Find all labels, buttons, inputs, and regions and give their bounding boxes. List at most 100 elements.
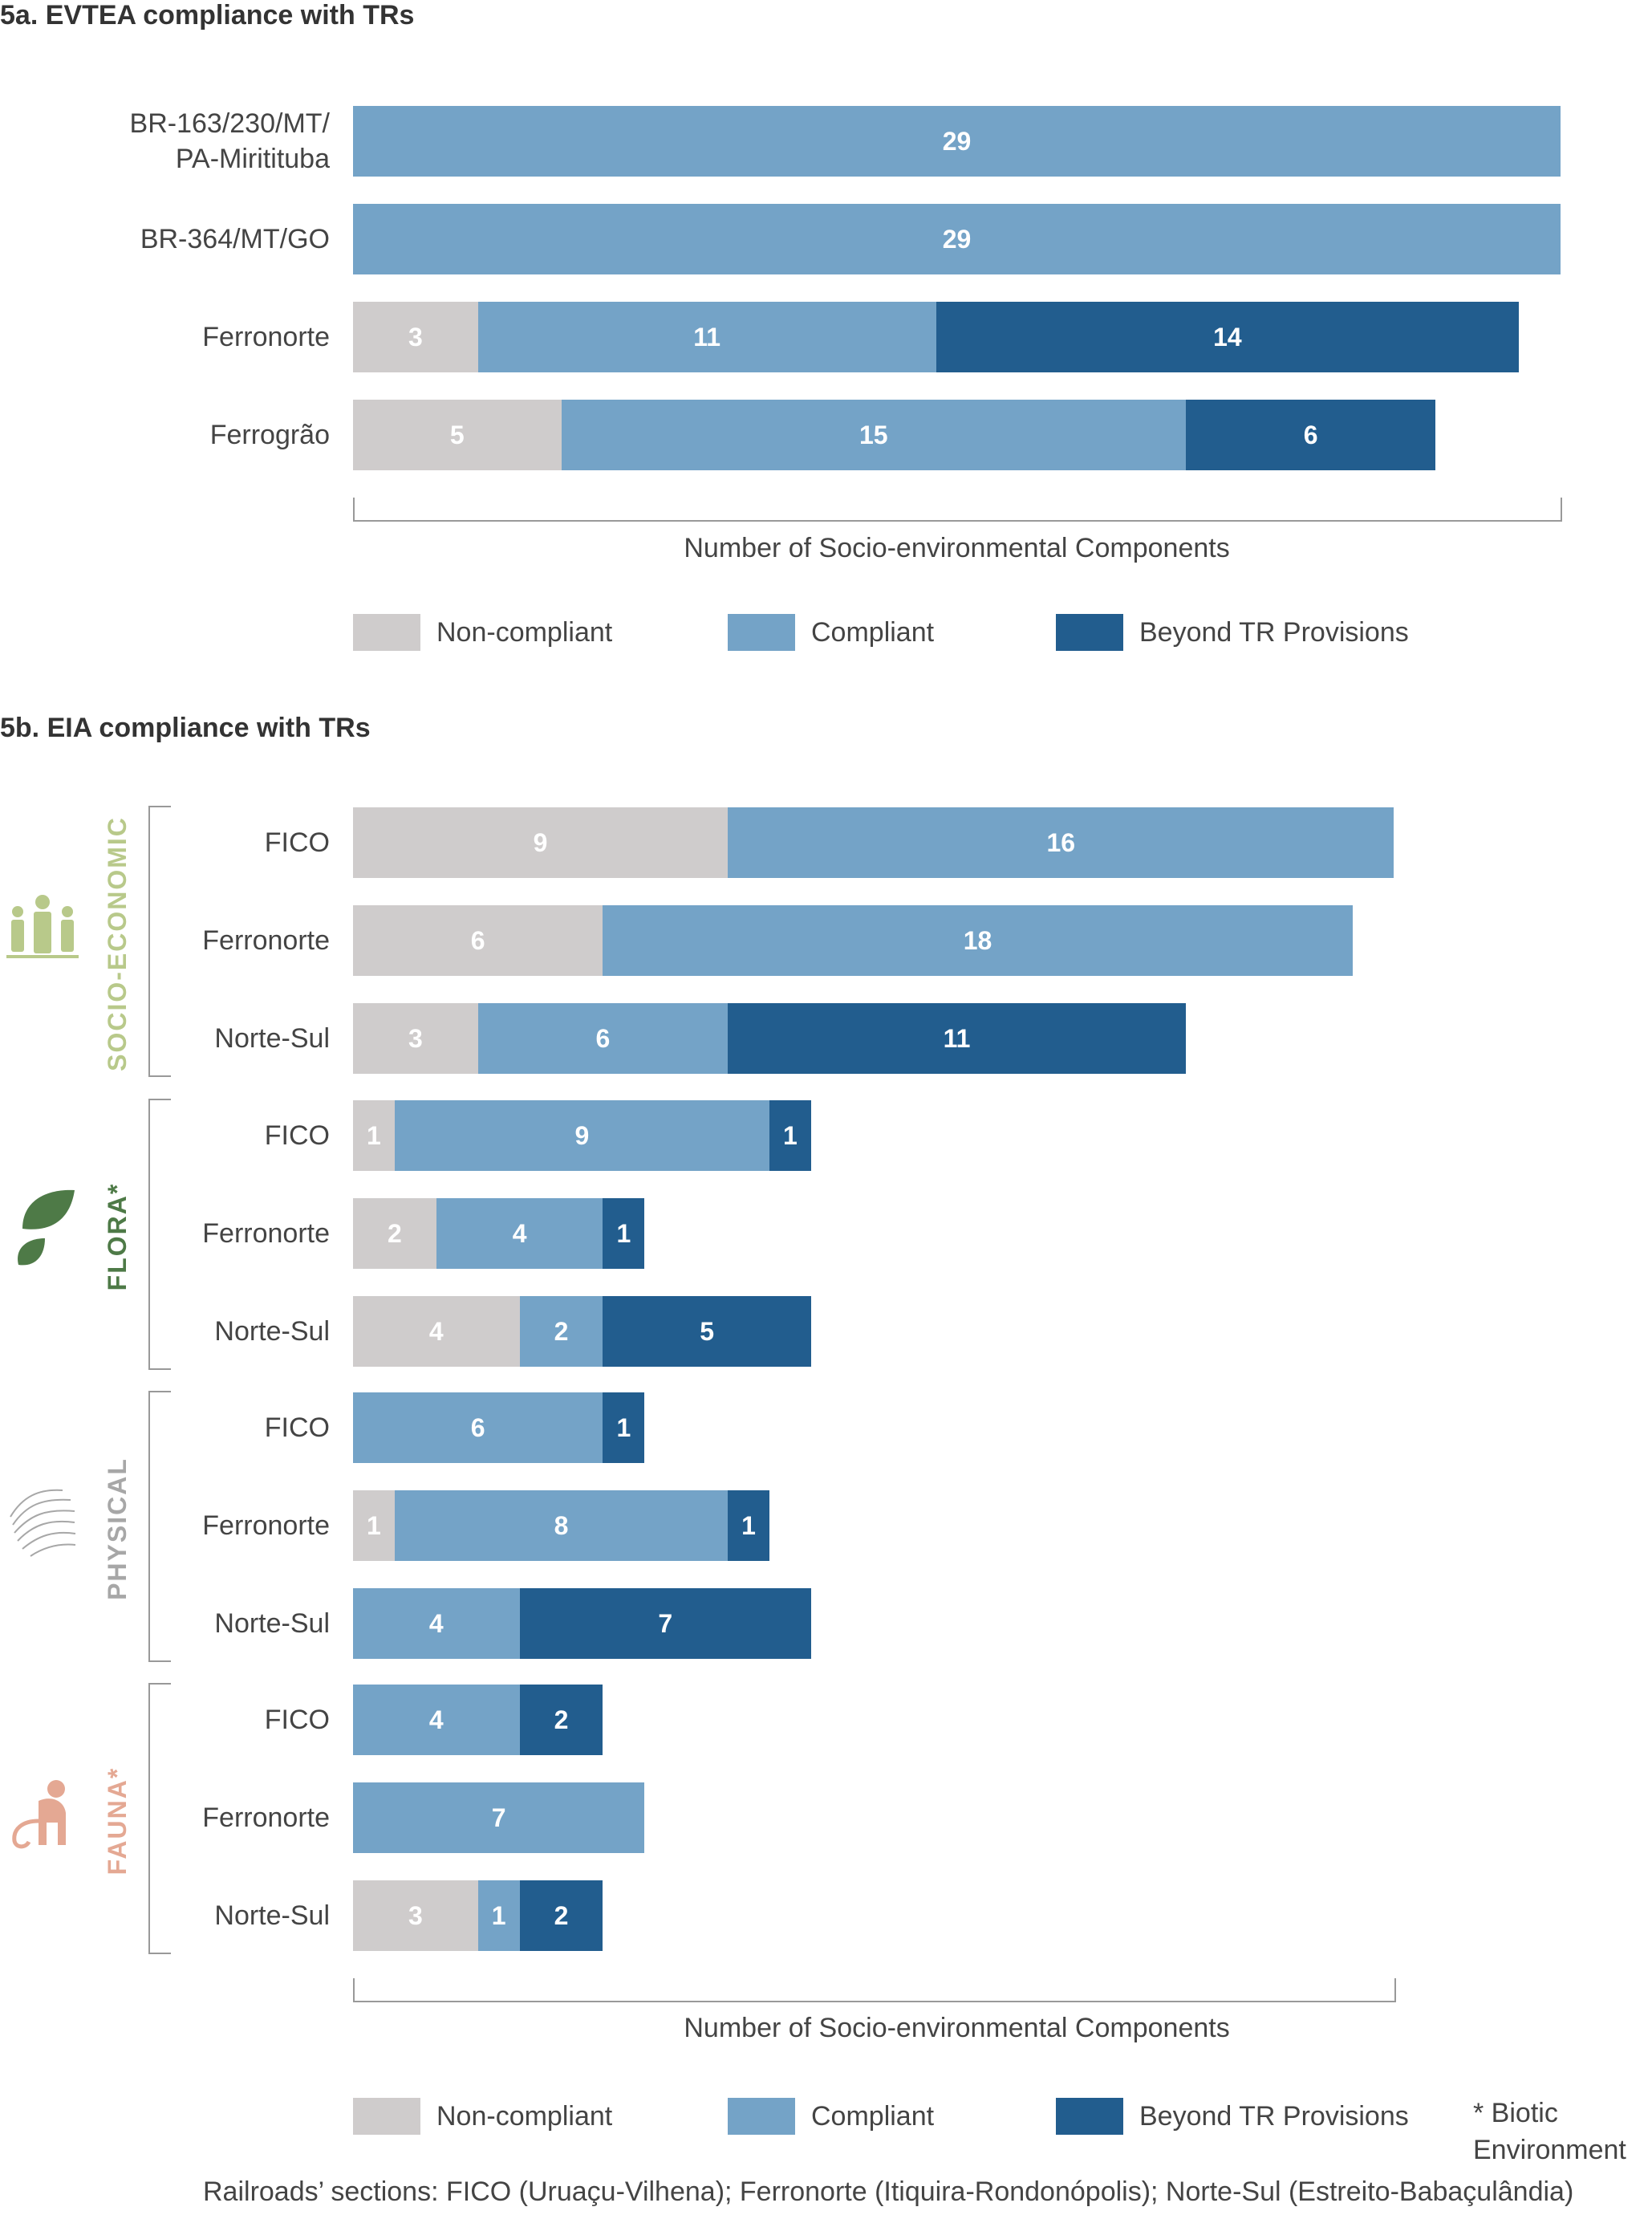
row-label: Norte-Sul xyxy=(214,1608,330,1639)
bar-value-label: 1 xyxy=(616,1413,631,1442)
bar-segment xyxy=(603,1198,645,1269)
people-icon xyxy=(6,895,79,958)
row-label: Norte-Sul xyxy=(214,1900,330,1931)
legend-swatch xyxy=(728,614,795,651)
bar-value-label: 1 xyxy=(783,1121,798,1150)
bar-segment xyxy=(603,1392,645,1463)
group-label: FLORA* xyxy=(103,1182,132,1291)
legend-swatch xyxy=(353,2098,420,2135)
monkey-icon xyxy=(12,1780,66,1849)
legend-swatch xyxy=(353,614,420,651)
bar-value-label: 7 xyxy=(491,1803,506,1832)
group-label: FAUNA* xyxy=(103,1766,132,1876)
bar-value-label: 1 xyxy=(616,1219,631,1248)
row-label: Ferronorte xyxy=(202,925,330,956)
bar-value-label: 15 xyxy=(858,421,888,449)
bar-value-label: 18 xyxy=(963,926,992,955)
bar-value-label: 6 xyxy=(470,926,485,955)
bar-value-label: 1 xyxy=(367,1511,381,1540)
terrain-icon xyxy=(10,1489,76,1557)
bar-value-label: 11 xyxy=(943,1024,971,1053)
legend-swatch xyxy=(1056,2098,1123,2135)
bar-value-label: 9 xyxy=(533,828,548,857)
bar-value-label: 2 xyxy=(554,1705,569,1734)
bar-segment xyxy=(353,204,1561,274)
bar-segment xyxy=(769,1100,811,1171)
bar-value-label: 8 xyxy=(554,1511,569,1540)
bar-value-label: 1 xyxy=(367,1121,381,1150)
bar-segment xyxy=(603,1296,811,1367)
bar-value-label: 5 xyxy=(700,1317,715,1346)
bar-value-label: 6 xyxy=(595,1024,611,1053)
bar-value-label: 1 xyxy=(491,1901,506,1930)
bar-segment xyxy=(436,1198,603,1269)
bar-segment xyxy=(936,302,1520,372)
group-bracket xyxy=(148,1391,171,1662)
row-label: Ferronorte xyxy=(202,1218,330,1249)
bar-segment xyxy=(353,1392,603,1463)
row-label: FICO xyxy=(264,1120,330,1151)
bar-segment xyxy=(728,807,1394,878)
group-bracket xyxy=(148,1683,171,1954)
bar-value-label: 6 xyxy=(470,1413,485,1442)
sections-note: Railroads’ sections: FICO (Uruaçu-Vilhen… xyxy=(203,2176,1574,2207)
bar-segment xyxy=(353,807,729,878)
bar-value-label: 4 xyxy=(428,1705,444,1734)
bar-segment xyxy=(353,1003,478,1074)
bar-value-label: 14 xyxy=(1213,323,1242,352)
group-bracket xyxy=(148,1099,171,1370)
bar-segment xyxy=(477,1880,520,1951)
bar-value-label: 16 xyxy=(1046,828,1076,857)
bar-segment xyxy=(353,1782,645,1853)
row-label: FICO xyxy=(264,1412,330,1443)
legend-label: Non-compliant xyxy=(436,2101,613,2132)
bar-segment xyxy=(603,905,1353,976)
bar-segment xyxy=(519,1296,603,1367)
bar-value-label: 29 xyxy=(942,127,972,156)
row-label: Ferronorte xyxy=(202,322,330,352)
footnote-biotic: * Biotic Environment xyxy=(1473,2098,1626,2165)
bar-segment xyxy=(353,302,478,372)
x-axis-bracket xyxy=(353,498,1563,522)
bar-value-label: 1 xyxy=(741,1511,756,1540)
bar-value-label: 3 xyxy=(408,1024,423,1053)
group-label: PHYSICAL xyxy=(103,1457,132,1600)
bar-segment xyxy=(519,1880,603,1951)
x-axis-bracket xyxy=(353,1978,1396,2002)
legend-swatch xyxy=(1056,614,1123,651)
bar-segment xyxy=(353,1490,395,1561)
chart-title: 5a. EVTEA compliance with TRs xyxy=(0,0,415,30)
bar-segment xyxy=(561,400,1186,470)
legend-label: Beyond TR Provisions xyxy=(1139,617,1409,648)
bar-segment xyxy=(728,1490,769,1561)
bar-segment xyxy=(519,1685,603,1755)
bar-segment xyxy=(353,1880,478,1951)
bar-segment xyxy=(353,1685,520,1755)
bar-segment xyxy=(728,1003,1186,1074)
chart-title: 5b. EIA compliance with TRs xyxy=(0,713,371,743)
legend-label: Compliant xyxy=(811,2101,935,2132)
row-label: Ferronorte xyxy=(202,1510,330,1541)
bar-segment xyxy=(477,1003,729,1074)
group-bracket xyxy=(148,806,171,1077)
legend-label: Non-compliant xyxy=(436,617,613,648)
bar-value-label: 11 xyxy=(693,323,721,352)
group-label: SOCIO-ECONOMIC xyxy=(103,816,132,1071)
bar-value-label: 4 xyxy=(428,1609,444,1638)
row-label: BR-163/230/MT/ PA-Miritituba xyxy=(129,108,330,174)
bar-segment xyxy=(353,400,562,470)
bar-segment xyxy=(394,1100,769,1171)
bar-value-label: 4 xyxy=(428,1317,444,1346)
bar-segment xyxy=(353,1100,395,1171)
bar-value-label: 6 xyxy=(1303,421,1318,449)
bar-value-label: 9 xyxy=(574,1121,590,1150)
bar-segment xyxy=(1186,400,1436,470)
legend-label: Beyond TR Provisions xyxy=(1139,2101,1409,2132)
legend-swatch xyxy=(728,2098,795,2135)
bar-segment xyxy=(353,1198,436,1269)
bar-segment xyxy=(353,1296,520,1367)
bar-segment xyxy=(519,1588,811,1659)
bar-value-label: 2 xyxy=(388,1219,402,1248)
row-label: Norte-Sul xyxy=(214,1023,330,1054)
row-label: Norte-Sul xyxy=(214,1316,330,1347)
